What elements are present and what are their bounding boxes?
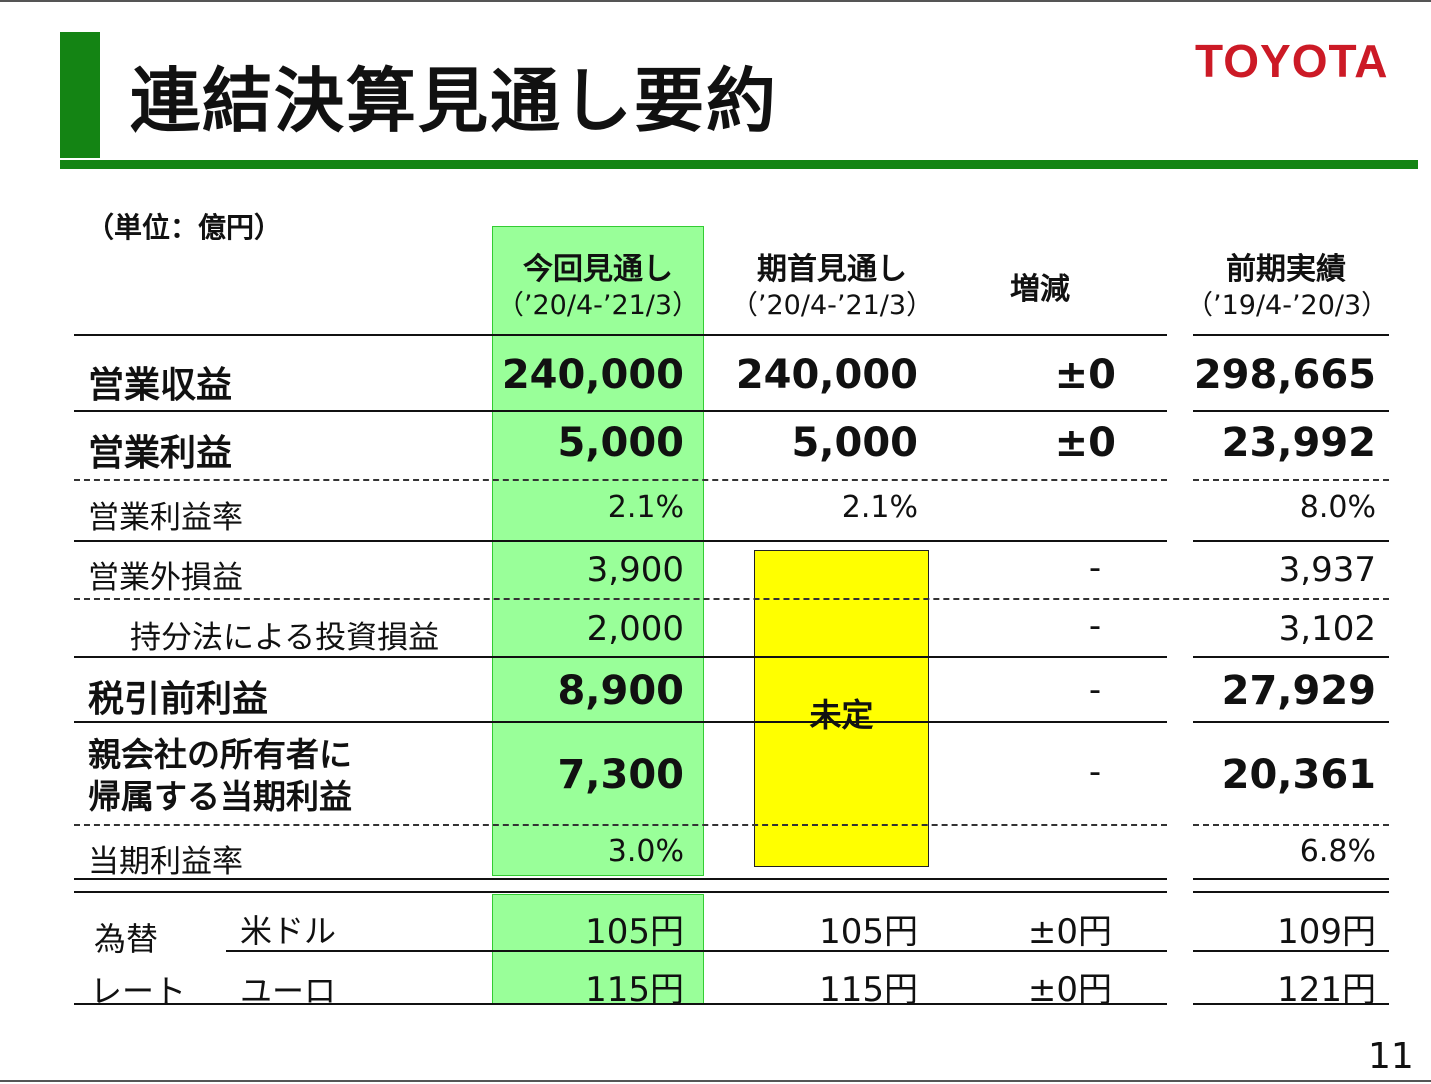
column-header-period: （’20/4-’21/3）: [496, 290, 700, 321]
equity-method-current: 2,000: [586, 609, 684, 649]
row-rule: [74, 410, 1167, 412]
table-bottom-rule: [1193, 1003, 1389, 1005]
column-header-period: （’20/4-’21/3）: [730, 290, 934, 321]
revenue-change: ±0: [1054, 352, 1116, 398]
fx-row-rule: [226, 950, 1167, 952]
operating-margin-current: 2.1%: [607, 490, 684, 525]
fx-eur-prior: 121円: [1277, 970, 1376, 1010]
fx-currency-usd: 米ドル: [240, 912, 337, 950]
row-rule: [74, 540, 1167, 542]
row-rule-dashed: [74, 824, 1167, 826]
header-rule-prior: [1193, 334, 1389, 336]
column-header-initial: 期首見通し （’20/4-’21/3）: [722, 252, 942, 324]
row-rule-dashed: [74, 598, 1389, 600]
fx-label-line1: 為替: [94, 920, 159, 958]
operating-margin-prior: 8.0%: [1299, 490, 1376, 525]
row-rule: [74, 721, 1167, 723]
non-operating-change: -: [1088, 548, 1102, 588]
row-label-pretax-income: 税引前利益: [88, 679, 269, 720]
fx-currency-eur: ユーロ: [240, 972, 337, 1010]
net-income-current: 7,300: [557, 752, 684, 798]
section-rule: [74, 891, 1167, 893]
fx-label-line2: レート: [90, 972, 187, 1010]
net-margin-prior: 6.8%: [1299, 834, 1376, 869]
revenue-initial: 240,000: [735, 352, 918, 398]
section-rule: [1193, 878, 1389, 880]
row-rule: [1193, 656, 1389, 658]
fx-usd-change: ±0円: [1027, 912, 1112, 952]
pretax-income-current: 8,900: [557, 668, 684, 714]
table-bottom-rule: [74, 1003, 1167, 1005]
column-header-label: 前期実績: [1226, 252, 1346, 287]
section-rule: [1193, 891, 1389, 893]
non-operating-current: 3,900: [586, 550, 684, 590]
fx-row-rule: [1193, 950, 1389, 952]
column-header-label: 期首見通し: [757, 252, 907, 287]
fx-eur-current: 115円: [585, 970, 684, 1010]
equity-method-change: -: [1088, 606, 1102, 646]
net-income-prior: 20,361: [1221, 752, 1376, 798]
row-label-non-operating: 営業外損益: [88, 560, 243, 596]
undetermined-box: [754, 550, 929, 867]
row-rule-dashed: [74, 479, 1167, 481]
column-header-prior: 前期実績 （’19/4-’20/3）: [1186, 252, 1389, 324]
fx-usd-initial: 105円: [819, 912, 918, 952]
fx-usd-prior: 109円: [1277, 912, 1376, 952]
top-rule: [0, 0, 1431, 2]
row-label-net-margin: 当期利益率: [88, 844, 243, 880]
fx-usd-current: 105円: [585, 912, 684, 952]
operating-income-current: 5,000: [557, 420, 684, 466]
operating-income-prior: 23,992: [1221, 420, 1376, 466]
row-label-operating-margin: 営業利益率: [88, 500, 243, 536]
revenue-prior: 298,665: [1193, 352, 1376, 398]
row-label-line: 帰属する当期利益: [88, 777, 352, 816]
row-label-equity-method: 持分法による投資損益: [130, 620, 440, 656]
row-label-operating-income: 営業利益: [88, 433, 233, 474]
operating-margin-initial: 2.1%: [841, 490, 918, 525]
non-operating-prior: 3,937: [1278, 550, 1376, 590]
header-rule: [74, 334, 1167, 336]
toyota-logo: TOYOTA: [1195, 35, 1389, 87]
title-underline: [60, 160, 1418, 169]
current-fx-highlight: [492, 894, 704, 1004]
operating-income-initial: 5,000: [791, 420, 918, 466]
page-number: 11: [1368, 1036, 1414, 1077]
column-header-label: 今回見通し: [523, 252, 673, 287]
title-accent-bar: [60, 32, 100, 158]
row-rule-dashed: [1193, 479, 1389, 481]
equity-method-prior: 3,102: [1278, 609, 1376, 649]
operating-income-change: ±0: [1054, 420, 1116, 466]
row-rule: [1193, 721, 1389, 723]
row-rule: [1193, 540, 1389, 542]
page-title: 連結決算見通し要約: [130, 60, 778, 142]
column-header-current: 今回見通し （’20/4-’21/3）: [492, 252, 704, 324]
revenue-current: 240,000: [501, 352, 684, 398]
pretax-income-prior: 27,929: [1221, 668, 1376, 714]
column-header-change: 増減: [960, 272, 1120, 308]
net-income-change: -: [1088, 752, 1102, 792]
undetermined-label: 未定: [809, 696, 874, 734]
row-label-line: 親会社の所有者に: [88, 735, 352, 774]
row-label-net-income: 親会社の所有者に 帰属する当期利益: [88, 734, 352, 818]
row-rule: [74, 656, 1167, 658]
bottom-rule: [0, 1080, 1431, 1082]
net-margin-current: 3.0%: [607, 834, 684, 869]
row-rule-dashed: [1193, 824, 1389, 826]
row-label-revenue: 営業収益: [88, 365, 233, 406]
column-header-label: 増減: [1010, 272, 1070, 307]
row-rule: [1193, 410, 1389, 412]
column-header-period: （’19/4-’20/3）: [1186, 290, 1389, 321]
fx-eur-initial: 115円: [819, 970, 918, 1010]
pretax-income-change: -: [1088, 670, 1102, 710]
unit-note: （単位：億円）: [86, 211, 283, 244]
section-rule: [74, 878, 1167, 880]
fx-eur-change: ±0円: [1027, 970, 1112, 1010]
